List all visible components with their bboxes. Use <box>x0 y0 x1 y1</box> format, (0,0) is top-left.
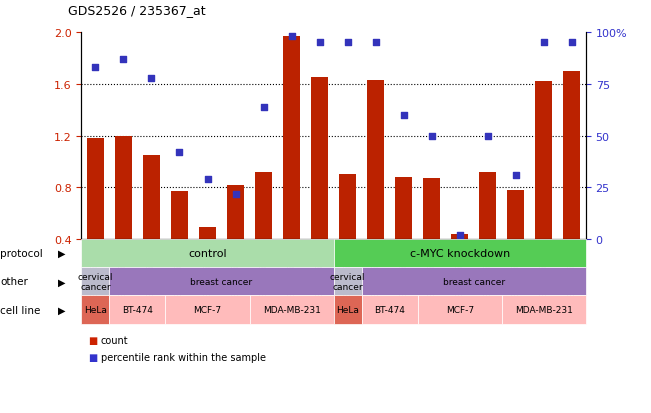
Text: MDA-MB-231: MDA-MB-231 <box>515 305 573 314</box>
Text: ■: ■ <box>88 352 97 362</box>
Bar <box>199 228 216 291</box>
Point <box>314 40 325 47</box>
Point <box>174 150 185 156</box>
Bar <box>479 173 496 291</box>
Bar <box>311 78 328 291</box>
Bar <box>423 179 440 291</box>
Text: count: count <box>101 335 128 345</box>
Text: GDS2526 / 235367_at: GDS2526 / 235367_at <box>68 4 206 17</box>
Point <box>118 57 129 63</box>
Point <box>370 40 381 47</box>
Point <box>426 133 437 140</box>
Point <box>482 133 493 140</box>
Bar <box>171 192 188 291</box>
Point <box>566 40 577 47</box>
Bar <box>564 72 580 291</box>
Text: MCF-7: MCF-7 <box>193 305 221 314</box>
Text: percentile rank within the sample: percentile rank within the sample <box>101 352 266 362</box>
Text: control: control <box>188 249 227 259</box>
Text: ▶: ▶ <box>58 249 66 259</box>
Bar <box>143 156 160 291</box>
Text: breast cancer: breast cancer <box>443 277 505 286</box>
Point <box>398 112 409 119</box>
Point <box>342 40 353 47</box>
Point <box>230 191 241 197</box>
Text: ■: ■ <box>88 335 97 345</box>
Bar <box>227 185 244 291</box>
Text: other: other <box>0 277 28 287</box>
Point <box>538 40 549 47</box>
Point <box>286 34 297 40</box>
Point <box>202 176 213 183</box>
Bar <box>507 190 524 291</box>
Text: cervical
cancer: cervical cancer <box>77 272 113 291</box>
Point <box>454 232 465 239</box>
Text: MDA-MB-231: MDA-MB-231 <box>262 305 320 314</box>
Text: ▶: ▶ <box>58 305 66 315</box>
Point <box>510 172 521 179</box>
Text: protocol: protocol <box>0 249 43 259</box>
Bar <box>367 81 384 291</box>
Text: HeLa: HeLa <box>84 305 107 314</box>
Text: BT-474: BT-474 <box>122 305 153 314</box>
Bar <box>115 136 132 291</box>
Text: MCF-7: MCF-7 <box>446 305 474 314</box>
Text: c-MYC knockdown: c-MYC knockdown <box>409 249 510 259</box>
Text: HeLa: HeLa <box>336 305 359 314</box>
Bar <box>255 173 272 291</box>
Bar <box>451 235 468 291</box>
Bar <box>535 82 552 291</box>
Bar <box>339 175 356 291</box>
Text: ▶: ▶ <box>58 277 66 287</box>
Bar <box>283 37 300 291</box>
Point <box>90 65 101 71</box>
Bar <box>395 178 412 291</box>
Text: breast cancer: breast cancer <box>191 277 253 286</box>
Text: cervical
cancer: cervical cancer <box>330 272 365 291</box>
Text: BT-474: BT-474 <box>374 305 405 314</box>
Point <box>146 75 157 82</box>
Bar <box>87 139 104 291</box>
Point <box>258 104 269 111</box>
Text: cell line: cell line <box>0 305 40 315</box>
